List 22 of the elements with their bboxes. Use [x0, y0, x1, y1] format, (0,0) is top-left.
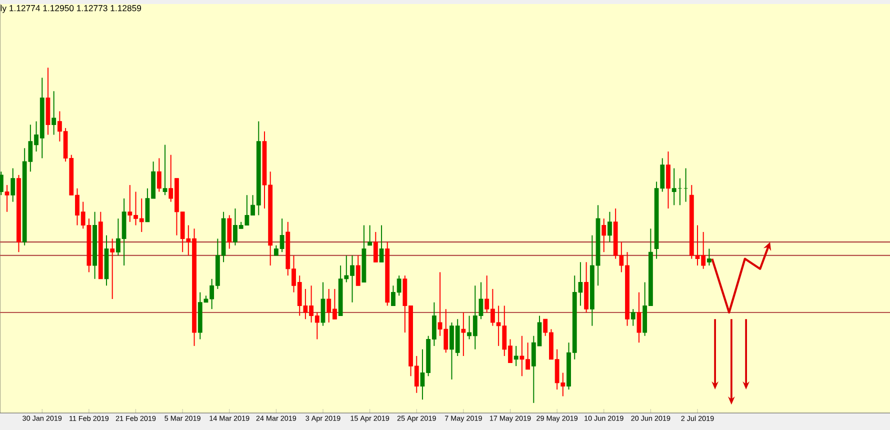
candlestick	[373, 231, 378, 263]
candlestick	[368, 224, 372, 246]
candlestick	[461, 312, 466, 357]
chart-title: ly 1.12774 1.12950 1.12773 1.12859	[0, 4, 142, 13]
candlestick	[602, 218, 606, 253]
candlestick	[636, 292, 642, 344]
candlestick	[4, 184, 10, 212]
candlestick	[162, 144, 168, 196]
candlestick	[706, 248, 712, 266]
candlestick	[0, 171, 4, 196]
candlestick	[514, 345, 518, 367]
candlestick	[666, 151, 670, 209]
candlestick	[10, 168, 16, 202]
candlestick	[608, 211, 612, 243]
candlestick	[379, 224, 384, 263]
candlestick	[52, 90, 56, 136]
candlestick	[320, 282, 326, 326]
candlestick	[110, 238, 115, 300]
candlestick	[227, 214, 232, 250]
candlestick	[630, 308, 636, 326]
candlestick	[356, 254, 360, 286]
candlestick	[156, 158, 162, 192]
